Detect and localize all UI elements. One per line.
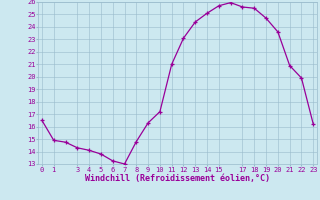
X-axis label: Windchill (Refroidissement éolien,°C): Windchill (Refroidissement éolien,°C)	[85, 174, 270, 183]
